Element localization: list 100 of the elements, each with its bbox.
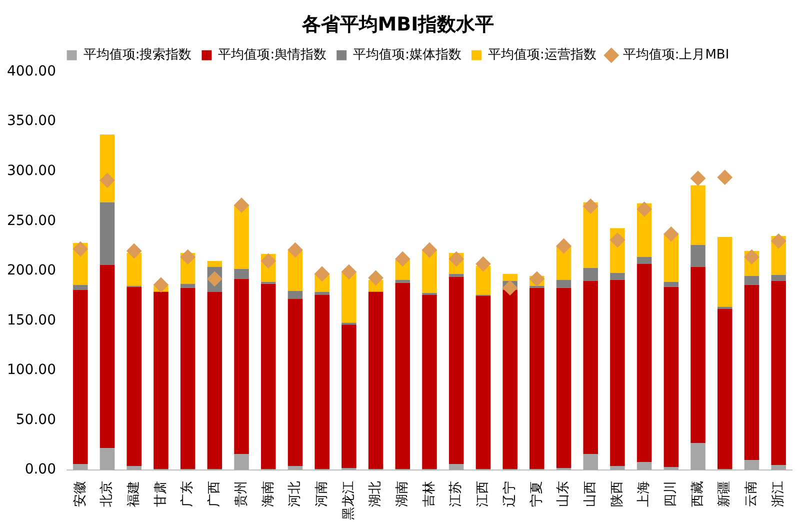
x-tick-label: 山西 bbox=[582, 481, 598, 507]
bar bbox=[288, 290, 303, 299]
bar bbox=[502, 290, 518, 470]
x-tick-label: 浙江 bbox=[770, 481, 786, 507]
bar bbox=[636, 256, 652, 264]
y-tick-label: 300.00 bbox=[6, 162, 56, 179]
x-tick-label: 河北 bbox=[288, 481, 303, 507]
bar bbox=[234, 205, 249, 269]
bar bbox=[154, 292, 168, 470]
y-tick-label: 100.00 bbox=[6, 362, 56, 378]
point bbox=[100, 172, 115, 188]
x-tick-label: 云南 bbox=[744, 481, 760, 507]
x-tick-label: 广西 bbox=[207, 481, 222, 507]
point bbox=[288, 242, 303, 258]
bar bbox=[771, 280, 786, 466]
bar bbox=[717, 308, 732, 470]
bar bbox=[207, 260, 222, 267]
legend-label: 平均值项:搜索指数 bbox=[83, 48, 192, 63]
point bbox=[234, 198, 250, 213]
bar bbox=[556, 280, 572, 288]
x-tick-label: 上海 bbox=[636, 481, 652, 507]
bar bbox=[664, 282, 679, 287]
x-tick-label: 江苏 bbox=[448, 481, 464, 507]
legend-label: 平均值项:媒体指数 bbox=[353, 48, 462, 63]
bar bbox=[636, 264, 652, 462]
bar bbox=[476, 296, 491, 470]
bar bbox=[395, 282, 410, 470]
bar bbox=[690, 245, 706, 267]
y-tick-label: 400.00 bbox=[6, 63, 56, 80]
point bbox=[744, 249, 760, 264]
bar bbox=[690, 185, 706, 246]
x-tick-label: 四川 bbox=[664, 481, 679, 507]
bar bbox=[771, 465, 786, 470]
bar bbox=[744, 460, 760, 470]
legend-label: 平均值项:运营指数 bbox=[488, 48, 596, 63]
point bbox=[153, 277, 168, 292]
point bbox=[529, 271, 544, 286]
bar bbox=[207, 292, 222, 470]
legend-label: 平均值项:舆情指数 bbox=[218, 48, 327, 63]
bar bbox=[556, 288, 572, 468]
point bbox=[341, 264, 356, 280]
x-tick-label: 福建 bbox=[126, 481, 142, 507]
point bbox=[448, 251, 464, 266]
bar bbox=[636, 462, 652, 470]
bar bbox=[771, 274, 786, 281]
bar bbox=[260, 284, 276, 470]
bar bbox=[422, 294, 437, 470]
bar bbox=[583, 268, 598, 281]
chart-title: 各省平均MBI指数水平 bbox=[300, 13, 494, 36]
point bbox=[583, 198, 598, 214]
x-tick-label: 陕西 bbox=[610, 481, 625, 507]
bar bbox=[100, 448, 115, 470]
y-tick-label: 200.00 bbox=[6, 262, 56, 279]
bar bbox=[126, 286, 142, 466]
x-tick-label: 北京 bbox=[100, 481, 115, 507]
bar bbox=[610, 272, 625, 280]
x-tick-label: 贵州 bbox=[234, 481, 249, 507]
y-tick-label: 250.00 bbox=[6, 212, 56, 229]
bar bbox=[502, 274, 518, 281]
x-tick-label: 辽宁 bbox=[501, 481, 518, 507]
bar bbox=[100, 264, 115, 448]
bar bbox=[744, 284, 760, 460]
bar bbox=[664, 235, 679, 282]
x-tick-label: 海南 bbox=[260, 481, 276, 507]
x-tick-label: 新疆 bbox=[717, 481, 732, 507]
bar bbox=[288, 298, 303, 466]
point bbox=[126, 243, 142, 258]
bar bbox=[583, 454, 598, 470]
bar bbox=[395, 280, 410, 283]
bar bbox=[288, 250, 303, 291]
bar bbox=[234, 454, 249, 470]
x-tick-label: 吉林 bbox=[422, 481, 437, 507]
point bbox=[664, 226, 679, 242]
point bbox=[180, 249, 196, 264]
bar bbox=[476, 266, 491, 295]
bar bbox=[690, 443, 706, 470]
x-tick-label: 西藏 bbox=[690, 481, 706, 507]
x-tick-label: 宁夏 bbox=[528, 481, 544, 507]
bar bbox=[73, 290, 88, 464]
bar bbox=[448, 276, 464, 464]
legend-label: 平均值项:上月MBI bbox=[622, 48, 730, 63]
point bbox=[610, 232, 625, 248]
bar bbox=[234, 268, 249, 279]
point bbox=[502, 280, 518, 296]
bar bbox=[126, 252, 142, 286]
x-tick-label: 安徽 bbox=[72, 481, 88, 507]
point bbox=[476, 256, 491, 272]
bar bbox=[530, 288, 544, 470]
x-tick-label: 湖南 bbox=[395, 481, 410, 507]
bar bbox=[73, 284, 88, 290]
bar bbox=[610, 466, 625, 470]
x-tick-label: 江西 bbox=[476, 481, 491, 507]
bar bbox=[314, 294, 330, 470]
x-tick-label: 河南 bbox=[314, 481, 330, 507]
point bbox=[556, 238, 572, 254]
bar bbox=[610, 280, 625, 466]
x-tick-label: 山东 bbox=[556, 481, 572, 507]
point bbox=[422, 242, 437, 258]
bar bbox=[583, 280, 598, 454]
bar bbox=[422, 250, 437, 293]
